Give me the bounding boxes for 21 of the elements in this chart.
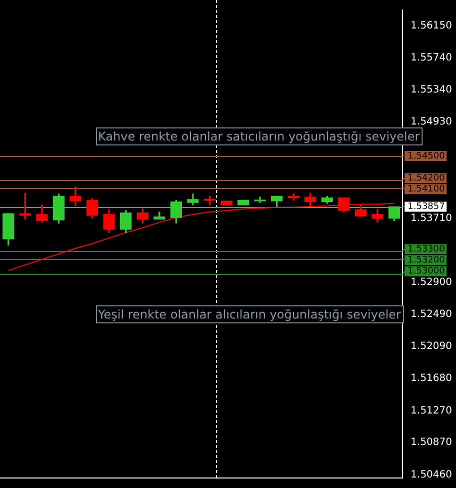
y-tick-label: 1.50870	[410, 437, 452, 448]
y-tick-label: 1.53710	[410, 212, 452, 224]
y-tick-label: 1.52490	[410, 309, 452, 320]
annotation: Kahve renkte olanlar satıcıların yoğunlaştığı seviyeler	[98, 129, 420, 144]
y-tick-label: 1.56150	[410, 20, 452, 32]
ref-line-label: 1.53857	[408, 202, 445, 212]
y-tick-label: 1.55740	[410, 52, 452, 64]
ref-line-label: 1.53300	[408, 244, 446, 254]
y-tick-label: 1.52090	[410, 340, 452, 352]
ref-line-label: 1.53000	[408, 266, 446, 277]
annotation: Yeşil renkte olanlar alıcıların yoğunlaştığı seviyeler	[97, 307, 402, 322]
ref-line-label: 1.53200	[408, 256, 446, 266]
ref-line-label: 1.54200	[408, 173, 446, 184]
y-tick-label: 1.54930	[410, 116, 452, 128]
y-tick-label: 1.51680	[410, 373, 452, 384]
y-tick-label: 1.51270	[410, 406, 452, 417]
y-tick-label: 1.50460	[410, 469, 452, 480]
ref-line-label: 1.54100	[408, 184, 446, 194]
y-tick-label: 1.55340	[410, 84, 452, 96]
y-tick-label: 1.52900	[410, 276, 452, 288]
ref-line-label: 1.54500	[408, 151, 446, 162]
